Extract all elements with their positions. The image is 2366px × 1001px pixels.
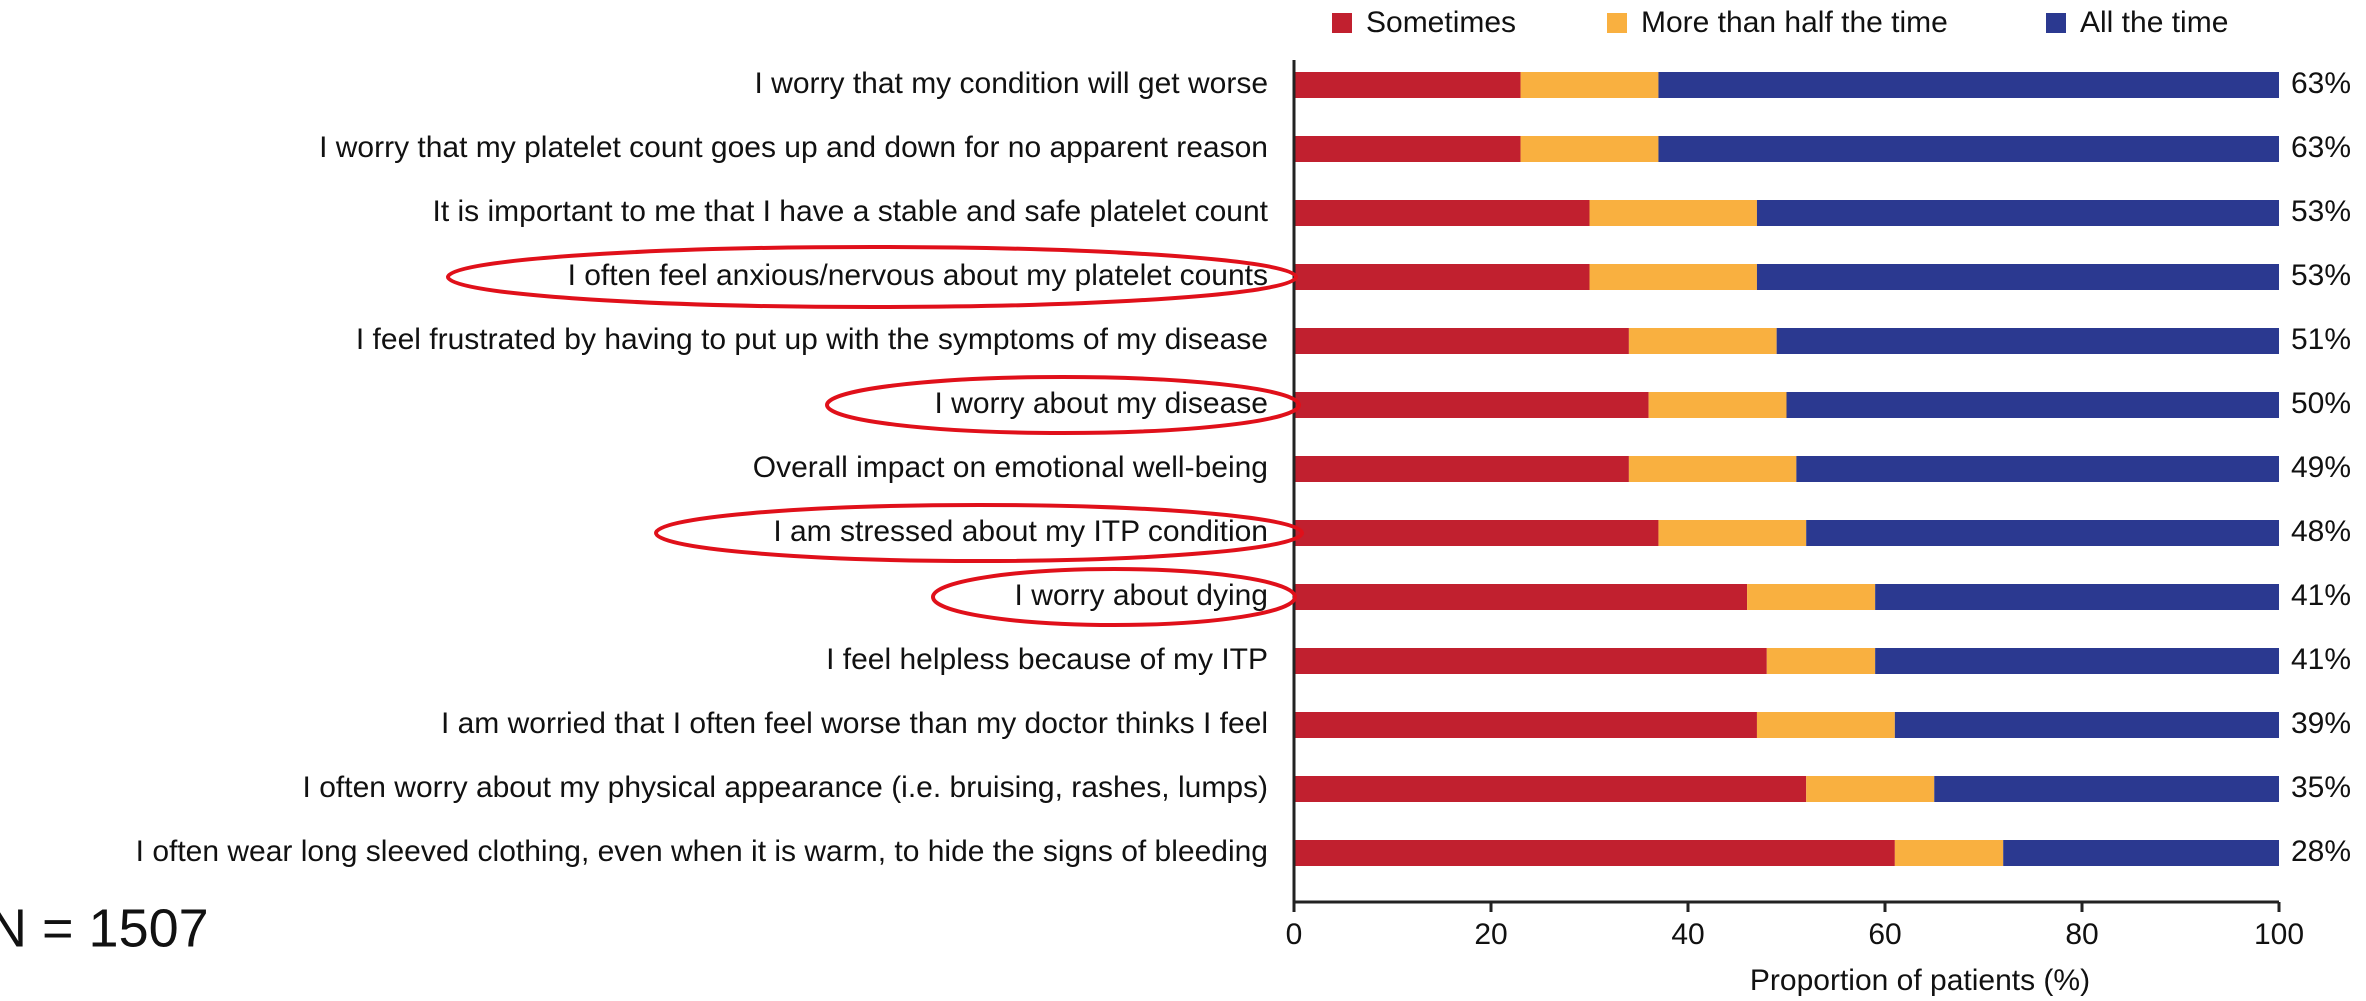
legend-swatch — [1332, 13, 1352, 33]
highlights — [446, 245, 1304, 627]
bar-segment — [1658, 136, 2279, 162]
bar-segment — [1294, 264, 1590, 290]
category-label: I worry that my condition will get worse — [754, 67, 1268, 100]
x-tick-label: 60 — [1868, 918, 1901, 951]
category-label: I worry about dying — [1015, 579, 1268, 612]
bar-segment — [1589, 200, 1757, 226]
category-label: I feel frustrated by having to put up wi… — [356, 323, 1268, 356]
bar-segment — [1894, 840, 2004, 866]
bar-segment — [1520, 136, 1659, 162]
bar-segment — [1294, 200, 1590, 226]
value-label: 51% — [2291, 323, 2351, 356]
value-label: 41% — [2291, 579, 2351, 612]
value-label: 63% — [2291, 131, 2351, 164]
x-tick-label: 100 — [2254, 918, 2304, 951]
bar-segment — [1589, 264, 1757, 290]
bar-segment — [1628, 456, 1797, 482]
category-label: I worry that my platelet count goes up a… — [319, 131, 1268, 164]
bar-segment — [1294, 584, 1748, 610]
legend-swatch — [2046, 13, 2066, 33]
highlight-ellipse — [654, 503, 1304, 563]
value-label: 48% — [2291, 515, 2351, 548]
category-label: I worry about my disease — [935, 387, 1268, 420]
value-label: 53% — [2291, 195, 2351, 228]
legend-swatch — [1607, 13, 1627, 33]
bar-segment — [1294, 72, 1521, 98]
x-axis-label: Proportion of patients (%) — [1750, 964, 2090, 996]
x-tick-label: 20 — [1474, 918, 1507, 951]
bar-segment — [1294, 840, 1895, 866]
bar-segment — [1294, 648, 1767, 674]
bar-segment — [1806, 520, 2279, 546]
bar-segment — [1747, 584, 1876, 610]
bar-segment — [1628, 328, 1777, 354]
bar-segment — [1648, 392, 1787, 418]
bar-segment — [1756, 264, 2279, 290]
bar-segment — [1776, 328, 2279, 354]
bar-segment — [1294, 392, 1649, 418]
value-label: 50% — [2291, 387, 2351, 420]
bar-segment — [1658, 72, 2279, 98]
category-label: I often wear long sleeved clothing, even… — [136, 835, 1268, 868]
value-label: 28% — [2291, 835, 2351, 868]
legend-label: More than half the time — [1641, 6, 1948, 39]
bar-segment — [1294, 520, 1659, 546]
category-label: I often worry about my physical appearan… — [303, 771, 1268, 804]
legend-label: All the time — [2080, 6, 2228, 39]
highlight-ellipse — [931, 567, 1297, 627]
bar-segment — [1294, 328, 1629, 354]
sample-size: N = 1507 — [0, 898, 209, 958]
bar-segment — [1294, 136, 1521, 162]
value-label: 41% — [2291, 643, 2351, 676]
highlight-ellipse — [825, 375, 1301, 435]
bar-segment — [1658, 520, 1807, 546]
bar-segment — [1756, 712, 1895, 738]
bar-segment — [1796, 456, 2279, 482]
value-label: 63% — [2291, 67, 2351, 100]
value-label: 53% — [2291, 259, 2351, 292]
bar-segment — [2003, 840, 2279, 866]
legend-label: Sometimes — [1366, 6, 1516, 39]
category-label: I am worried that I often feel worse tha… — [441, 707, 1268, 740]
value-label: 35% — [2291, 771, 2351, 804]
bar-segment — [1520, 72, 1659, 98]
category-label: I am stressed about my ITP condition — [773, 515, 1268, 548]
category-label: I often feel anxious/nervous about my pl… — [568, 259, 1268, 292]
bar-segment — [1875, 648, 2279, 674]
bar-segment — [1786, 392, 2279, 418]
bar-segment — [1756, 200, 2279, 226]
bar-segment — [1294, 712, 1757, 738]
category-label: Overall impact on emotional well-being — [753, 451, 1268, 484]
highlight-ellipse — [446, 245, 1298, 309]
value-label: 39% — [2291, 707, 2351, 740]
x-tick-label: 40 — [1671, 918, 1704, 951]
category-label: It is important to me that I have a stab… — [433, 195, 1269, 228]
category-label: I feel helpless because of my ITP — [826, 643, 1268, 676]
bar-segment — [1806, 776, 1935, 802]
value-label: 49% — [2291, 451, 2351, 484]
bar-segment — [1934, 776, 2279, 802]
x-tick-label: 80 — [2065, 918, 2098, 951]
bar-segment — [1294, 456, 1629, 482]
bar-segment — [1875, 584, 2279, 610]
bar-segment — [1894, 712, 2279, 738]
x-tick-label: 0 — [1286, 918, 1303, 951]
bar-segment — [1294, 776, 1807, 802]
bar-segment — [1766, 648, 1876, 674]
